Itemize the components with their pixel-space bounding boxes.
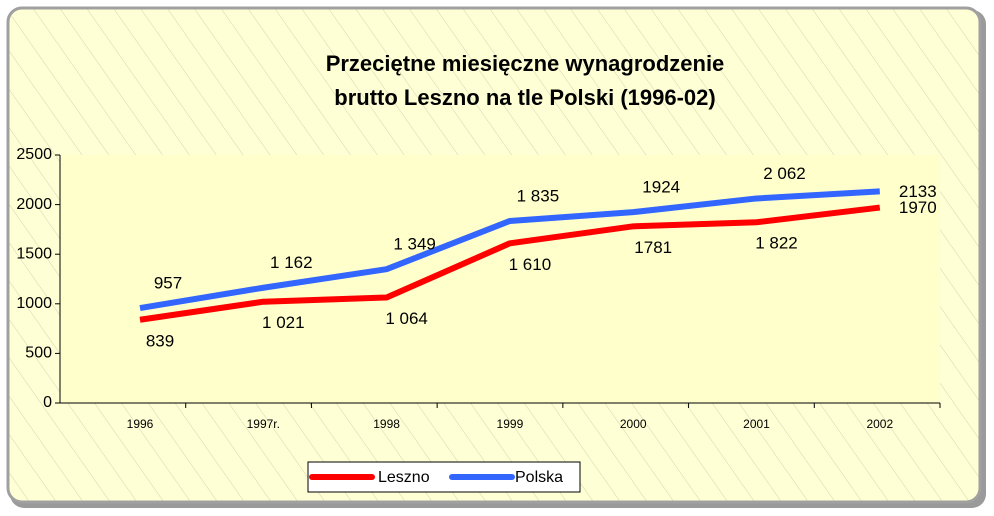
data-label: 1781 xyxy=(634,238,672,257)
data-label: 2 062 xyxy=(763,164,806,183)
series-line xyxy=(139,188,880,312)
x-tick-label: 2002 xyxy=(866,417,893,431)
chart-title: brutto Leszno na tle Polski (1996-02) xyxy=(334,85,715,110)
series-line xyxy=(139,204,881,323)
chart-title: Przeciętne miesięczne wynagrodzenie xyxy=(326,51,725,76)
data-label: 1 162 xyxy=(270,253,313,272)
data-label: 2133 xyxy=(899,182,937,201)
data-label: 1 064 xyxy=(385,309,428,328)
data-label: 1 021 xyxy=(262,313,305,332)
y-tick-label: 2500 xyxy=(16,146,52,163)
data-label: 957 xyxy=(154,274,182,293)
y-tick-label: 0 xyxy=(43,394,52,411)
x-tick-label: 1997r. xyxy=(247,417,280,431)
data-label: 1 822 xyxy=(755,234,798,253)
legend-label: Polska xyxy=(515,469,563,486)
data-label: 1 349 xyxy=(393,235,436,254)
legend: Leszno Polska xyxy=(307,461,581,493)
legend-label: Leszno xyxy=(378,469,430,486)
y-tick-label: 500 xyxy=(25,345,52,362)
data-label: 1 610 xyxy=(509,255,552,274)
x-tick-label: 1999 xyxy=(497,417,524,431)
x-tick-label: 2001 xyxy=(743,417,770,431)
data-label: 1 835 xyxy=(517,186,560,205)
y-tick-label: 1000 xyxy=(16,295,52,312)
x-tick-label: 1998 xyxy=(373,417,400,431)
data-label: 1970 xyxy=(899,198,937,217)
x-tick-label: 1996 xyxy=(127,417,154,431)
plot-area xyxy=(60,155,940,403)
y-tick-label: 1500 xyxy=(16,245,52,262)
y-tick-label: 2000 xyxy=(16,196,52,213)
data-label: 839 xyxy=(146,331,174,350)
data-label: 1924 xyxy=(642,178,680,197)
x-tick-label: 2000 xyxy=(620,417,647,431)
